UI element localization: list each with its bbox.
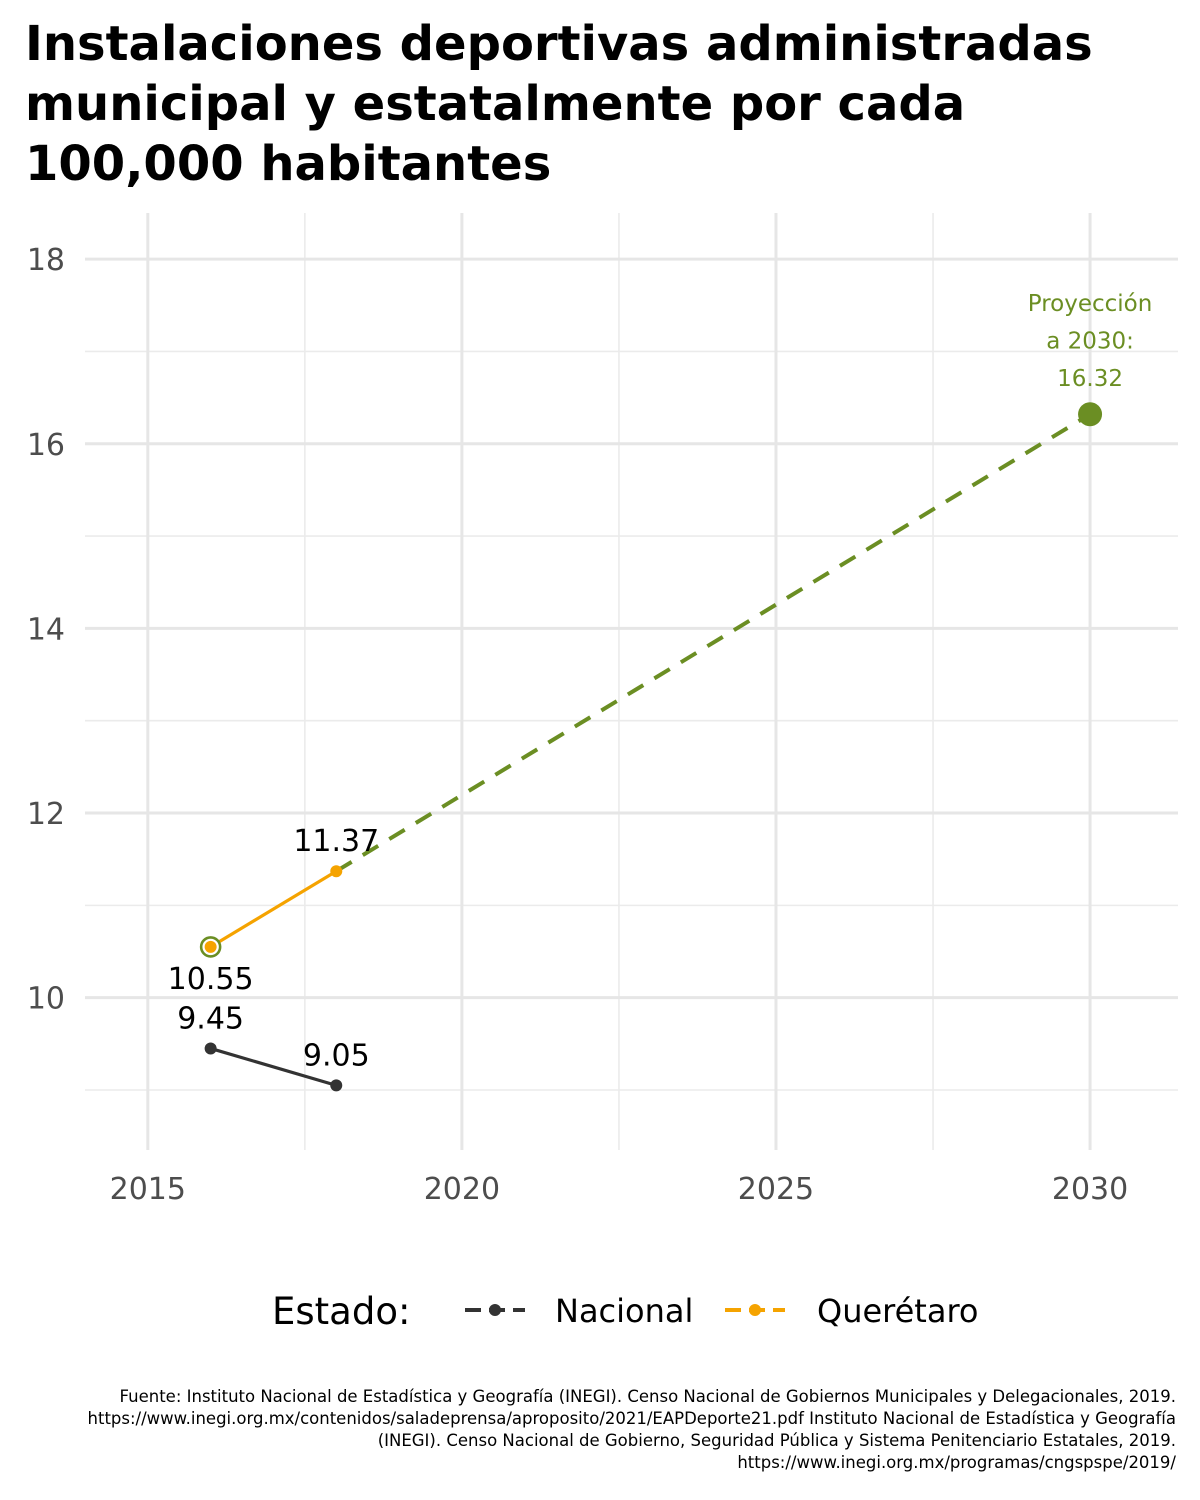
y-tick-label: 16: [27, 428, 65, 463]
series-line: [210, 1046, 337, 1087]
y-tick-label: 10: [27, 982, 65, 1017]
data-label: 9.45: [177, 1001, 244, 1036]
data-label: 9.05: [303, 1038, 370, 1073]
data-label: 11.37: [293, 824, 379, 859]
projection-point: [1078, 402, 1103, 427]
legend-item-label: Nacional: [555, 1292, 693, 1330]
source-note: Fuente: Instituto Nacional de Estadístic…: [87, 1387, 1176, 1472]
y-tick-label: 18: [27, 243, 65, 278]
data-point: [204, 1042, 217, 1055]
data-label: 10.55: [168, 962, 254, 997]
data-point: [330, 865, 343, 878]
x-tick-label: 2020: [424, 1172, 500, 1207]
series-line: [209, 869, 338, 949]
projection-label: a 2030:: [1046, 329, 1134, 355]
y-axis: 10 12 14 16 18: [27, 243, 65, 1017]
legend: Estado: Nacional Querétaro: [272, 1290, 978, 1333]
y-tick-label: 12: [27, 797, 65, 832]
chart-title: Instalaciones deportivas administradas m…: [25, 16, 1093, 192]
x-tick-label: 2025: [738, 1172, 814, 1207]
x-tick-label: 2015: [110, 1172, 186, 1207]
projection-label: 16.32: [1057, 366, 1123, 392]
projection-line: [335, 412, 1092, 873]
grid-lines: [85, 213, 1178, 1150]
line-chart: 2015 2020 2025 2030 10 12 14 16 18 9.45 9.05 10.5…: [27, 213, 1178, 1333]
projection-label: Proyección: [1028, 291, 1153, 317]
series-layer: 9.45 9.05 10.55 11.37 Proyección a 2030: 16.32: [168, 291, 1153, 1092]
legend-key-point: [489, 1304, 501, 1316]
x-axis: 2015 2020 2025 2030: [110, 1172, 1129, 1207]
data-point: [204, 940, 217, 953]
legend-item-label: Querétaro: [817, 1292, 978, 1330]
x-tick-label: 2030: [1052, 1172, 1128, 1207]
data-point: [330, 1079, 343, 1092]
legend-title: Estado:: [272, 1290, 410, 1333]
legend-key-point: [749, 1304, 761, 1316]
y-tick-label: 14: [27, 612, 65, 647]
